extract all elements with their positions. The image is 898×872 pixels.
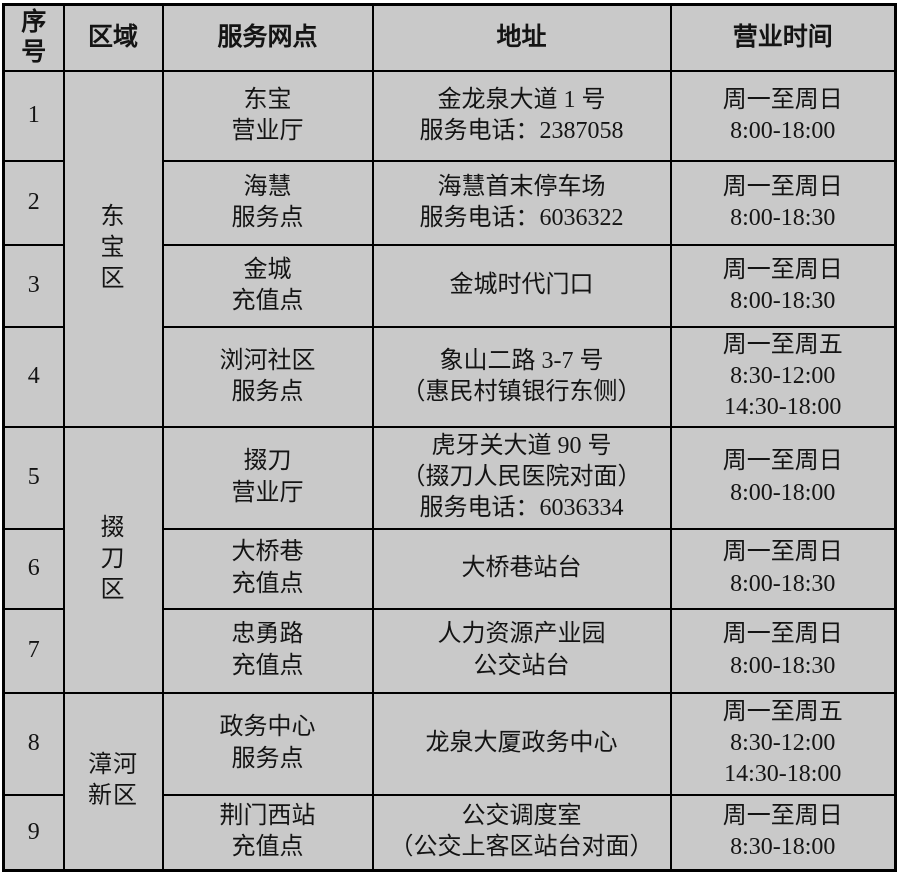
col-header-hours: 营业时间	[669, 3, 897, 72]
network-cell: 政务中心 服务点	[161, 691, 374, 796]
service-points-table: 序 号 区域 服务网点 地址 营业时间 1 东 宝 区 东宝 营业厅 金龙泉大道…	[2, 3, 897, 872]
hours-cell: 周一至周日 8:00-18:30	[669, 244, 897, 328]
table-row: 1 东 宝 区 东宝 营业厅 金龙泉大道 1 号 服务电话：2387058 周一…	[2, 70, 897, 428]
address-cell: 虎牙关大道 90 号 （掇刀人民医院对面） 服务电话：6036334	[371, 425, 672, 530]
table-row: 3 金城 充值点 金城时代门口 周一至周日 8:00-18:30	[2, 244, 897, 328]
network-cell: 忠勇路 充值点	[161, 607, 374, 694]
hours-cell: 周一至周五 8:30-12:00 14:30-18:00	[669, 326, 897, 428]
network-cell: 掇刀 营业厅	[161, 425, 374, 530]
seq-cell: 4	[2, 326, 65, 428]
table-row: 2 海慧 服务点 海慧首末停车场 服务电话：6036322 周一至周日 8:00…	[2, 160, 897, 246]
seq-cell: 8	[2, 691, 65, 796]
network-cell: 金城 充值点	[161, 244, 374, 328]
col-header-address: 地址	[371, 3, 672, 72]
table-row: 4 浏河社区 服务点 象山二路 3-7 号 （惠民村镇银行东侧） 周一至周五 8…	[2, 326, 897, 428]
hours-cell: 周一至周日 8:00-18:30	[669, 607, 897, 694]
network-cell: 海慧 服务点	[161, 160, 374, 246]
col-header-network: 服务网点	[161, 3, 374, 72]
table-header-row: 序 号 区域 服务网点 地址 营业时间	[2, 3, 897, 72]
hours-cell: 周一至周日 8:00-18:00	[669, 70, 897, 162]
network-cell: 荆门西站 充值点	[161, 793, 374, 872]
address-cell: 公交调度室 （公交上客区站台对面）	[371, 793, 672, 872]
hours-cell: 周一至周五 8:30-12:00 14:30-18:00	[669, 691, 897, 796]
address-cell: 海慧首末停车场 服务电话：6036322	[371, 160, 672, 246]
hours-cell: 周一至周日 8:00-18:30	[669, 160, 897, 246]
seq-cell: 7	[2, 607, 65, 694]
table-row: 9 荆门西站 充值点 公交调度室 （公交上客区站台对面） 周一至周日 8:30-…	[2, 793, 897, 872]
address-cell: 人力资源产业园 公交站台	[371, 607, 672, 694]
network-cell: 浏河社区 服务点	[161, 326, 374, 428]
address-cell: 金龙泉大道 1 号 服务电话：2387058	[371, 70, 672, 162]
table-row: 7 忠勇路 充值点 人力资源产业园 公交站台 周一至周日 8:00-18:30	[2, 607, 897, 694]
address-cell: 象山二路 3-7 号 （惠民村镇银行东侧）	[371, 326, 672, 428]
network-cell: 大桥巷 充值点	[161, 527, 374, 610]
seq-cell: 6	[2, 527, 65, 610]
network-cell: 东宝 营业厅	[161, 70, 374, 162]
hours-cell: 周一至周日 8:00-18:00	[669, 425, 897, 530]
address-cell: 金城时代门口	[371, 244, 672, 328]
address-cell: 龙泉大厦政务中心	[371, 691, 672, 796]
table-row: 6 大桥巷 充值点 大桥巷站台 周一至周日 8:00-18:30	[2, 527, 897, 610]
hours-cell: 周一至周日 8:00-18:30	[669, 527, 897, 610]
region-cell-duodao: 掇 刀 区	[62, 425, 164, 694]
seq-cell: 3	[2, 244, 65, 328]
table-row: 8 漳河 新区 政务中心 服务点 龙泉大厦政务中心 周一至周五 8:30-12:…	[2, 691, 897, 872]
address-cell: 大桥巷站台	[371, 527, 672, 610]
seq-cell: 1	[2, 70, 65, 162]
col-header-seq: 序 号	[2, 3, 65, 72]
region-cell-zhanghe: 漳河 新区	[62, 691, 164, 872]
seq-cell: 9	[2, 793, 65, 872]
seq-cell: 5	[2, 425, 65, 530]
seq-cell: 2	[2, 160, 65, 246]
hours-cell: 周一至周日 8:30-18:00	[669, 793, 897, 872]
col-header-region: 区域	[62, 3, 164, 72]
table-row: 5 掇 刀 区 掇刀 营业厅 虎牙关大道 90 号 （掇刀人民医院对面） 服务电…	[2, 425, 897, 694]
region-cell-dongbao: 东 宝 区	[62, 70, 164, 428]
